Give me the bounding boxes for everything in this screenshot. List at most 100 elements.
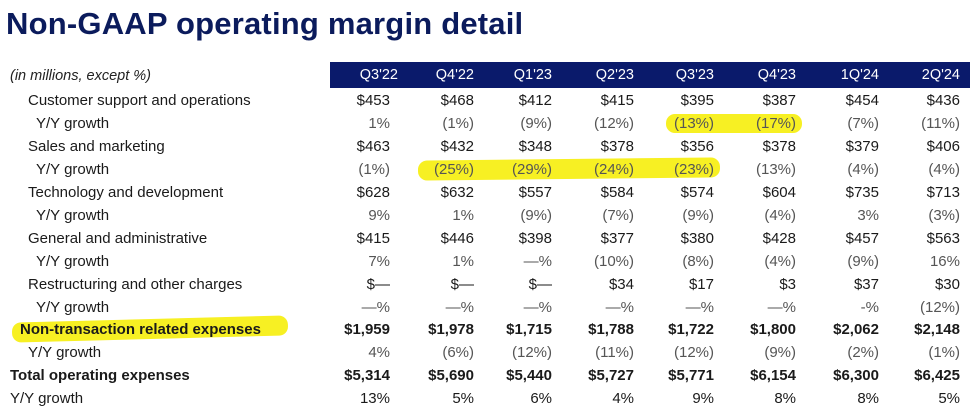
column-header: Q1'23 xyxy=(513,67,552,83)
column-header: Q3'22 xyxy=(359,67,398,83)
table-cell: $428 xyxy=(762,230,796,247)
table-cell: 5% xyxy=(452,390,474,407)
table-row: Non-transaction related expenses $1,959 $1… xyxy=(0,319,975,341)
table-cell: (12%) xyxy=(673,344,714,361)
table-cell: (10%) xyxy=(593,253,634,270)
table-cell: (12%) xyxy=(919,299,960,316)
table-cell: 3% xyxy=(857,207,879,224)
table-cell: —% xyxy=(523,299,552,316)
table-cell: $6,425 xyxy=(914,367,960,384)
table-cell: $398 xyxy=(518,230,552,247)
table-cell: -% xyxy=(860,299,879,316)
table-cell: 9% xyxy=(368,207,390,224)
table-cell: (12%) xyxy=(511,344,552,361)
row-label: Sales and marketing xyxy=(28,138,165,155)
table-row: Y/Y growth 9% 1% (9%) (7%) (9%) (4%) 3% (3%) xyxy=(0,205,975,227)
table-cell: $1,800 xyxy=(750,321,796,338)
table-cell: $454 xyxy=(845,92,879,109)
row-label: Y/Y growth xyxy=(36,115,110,132)
table-cell: $— xyxy=(450,276,474,293)
table-cell: $1,959 xyxy=(344,321,390,338)
table-cell: $380 xyxy=(680,230,714,247)
table-cell: (9%) xyxy=(764,344,796,361)
table-row: Total operating expenses $5,314 $5,690 $5,4… xyxy=(0,365,975,387)
table-cell: $348 xyxy=(518,138,552,155)
row-label: Y/Y growth xyxy=(36,207,110,224)
table-cell: (13%) xyxy=(755,161,796,178)
table-cell: $713 xyxy=(926,184,960,201)
table-cell: (11%) xyxy=(595,344,634,361)
units-caption: (in millions, except %) xyxy=(10,68,152,84)
table-row: Y/Y growth 1% (1%) (9%) (12%) (13%) (17%) (7%) (… xyxy=(0,113,975,135)
table-row: Y/Y growth 7% 1% —% (10%) (8%) (4%) (9%) 16% xyxy=(0,251,975,273)
table-cell: $453 xyxy=(356,92,390,109)
table-cell: (9%) xyxy=(520,115,552,132)
table-row: Y/Y growth —% —% —% —% —% —% -% (12%) xyxy=(0,297,975,319)
table-cell: (9%) xyxy=(520,207,552,224)
table-cell: (9%) xyxy=(847,253,879,270)
table-cell: $1,788 xyxy=(588,321,634,338)
table-cell: (4%) xyxy=(764,207,796,224)
table-cell: (1%) xyxy=(358,161,390,178)
row-label: Restructuring and other charges xyxy=(28,276,243,293)
table-cell: (17%) xyxy=(755,115,796,132)
table-cell: 9% xyxy=(692,390,714,407)
table-row: Customer support and operations $453 $468 $… xyxy=(0,90,975,112)
table-cell: $436 xyxy=(926,92,960,109)
table-cell: $17 xyxy=(688,276,714,293)
table-cell: (9%) xyxy=(682,207,714,224)
table-cell: $457 xyxy=(845,230,879,247)
table-cell: (3%) xyxy=(928,207,960,224)
table-cell: (7%) xyxy=(847,115,879,132)
table-row: Restructuring and other charges $— $— $— $34… xyxy=(0,274,975,296)
table-cell: $468 xyxy=(440,92,474,109)
table-cell: $463 xyxy=(356,138,390,155)
table-cell: $412 xyxy=(518,92,552,109)
row-label: Customer support and operations xyxy=(28,92,251,109)
table-cell: —% xyxy=(605,299,634,316)
highlight-cso-growth xyxy=(666,114,802,133)
table-cell: $632 xyxy=(440,184,474,201)
table-cell: $432 xyxy=(440,138,474,155)
row-label: Y/Y growth xyxy=(36,253,110,270)
table-cell: $378 xyxy=(600,138,634,155)
table-cell: $30 xyxy=(934,276,960,293)
table-cell: (6%) xyxy=(442,344,474,361)
table-cell: (25%) xyxy=(433,161,474,178)
row-label: Total operating expenses xyxy=(10,367,190,384)
table-cell: 16% xyxy=(929,253,960,270)
table-cell: $584 xyxy=(600,184,634,201)
table-cell: —% xyxy=(361,299,390,316)
table-cell: $356 xyxy=(680,138,714,155)
table-row: Y/Y growth 4% (6%) (12%) (11%) (12%) (9%) (2%) (… xyxy=(0,342,975,364)
row-label: Y/Y growth xyxy=(28,344,102,361)
table-cell: (4%) xyxy=(847,161,879,178)
row-label: Technology and development xyxy=(28,184,224,201)
table-cell: $5,771 xyxy=(668,367,714,384)
row-label: Non-transaction related expenses xyxy=(20,321,261,338)
table-row: Y/Y growth (1%) (25%) (29%) (24%) (23%) (13%) (… xyxy=(0,159,975,181)
table-row: Y/Y growth 13% 5% 6% 4% 9% 8% 8% 5% xyxy=(0,388,975,410)
table-cell: $37 xyxy=(853,276,879,293)
row-label: Y/Y growth xyxy=(10,390,84,407)
table-cell: 5% xyxy=(938,390,960,407)
table-cell: $1,722 xyxy=(668,321,714,338)
row-label: Y/Y growth xyxy=(36,161,110,178)
table-cell: $446 xyxy=(440,230,474,247)
table-cell: $5,440 xyxy=(506,367,552,384)
table-cell: $1,978 xyxy=(428,321,474,338)
table-cell: (11%) xyxy=(921,115,960,132)
table-row: Sales and marketing $463 $432 $348 $378 $356 $… xyxy=(0,136,975,158)
row-label: General and administrative xyxy=(28,230,208,247)
table-cell: $415 xyxy=(356,230,390,247)
table-cell: $563 xyxy=(926,230,960,247)
table-cell: $557 xyxy=(518,184,552,201)
table-cell: $395 xyxy=(680,92,714,109)
table-cell: (4%) xyxy=(928,161,960,178)
column-header: 2Q'24 xyxy=(921,67,960,83)
table-row: General and administrative $415 $446 $398 $3… xyxy=(0,228,975,250)
table-cell: $735 xyxy=(845,184,879,201)
table-cell: $— xyxy=(528,276,552,293)
table-cell: $6,300 xyxy=(833,367,879,384)
page-title: Non-GAAP operating margin detail xyxy=(6,6,524,41)
